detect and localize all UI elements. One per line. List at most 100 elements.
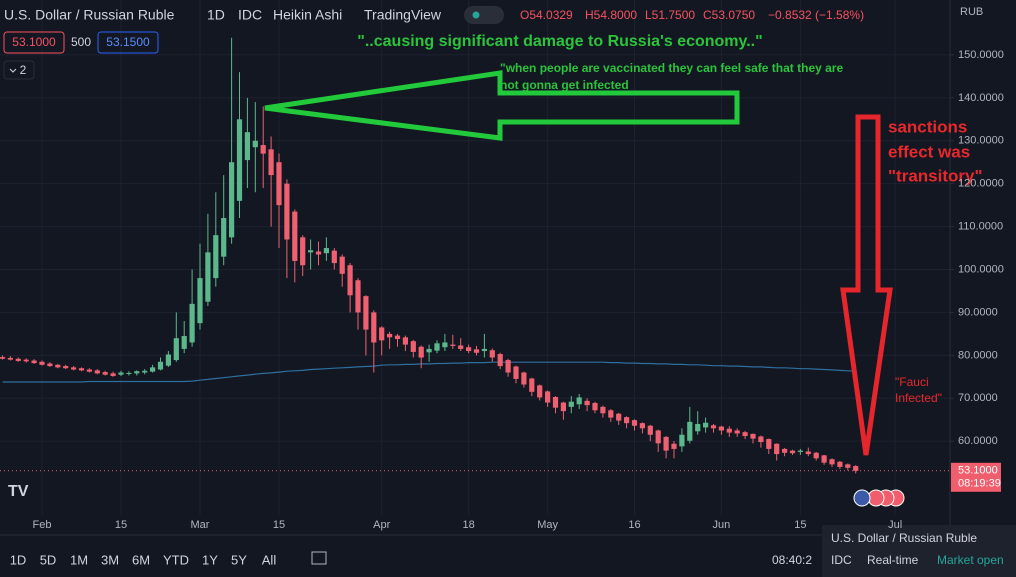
ohlc-open: O54.0329: [520, 8, 573, 22]
y-tick-label: 120.0000: [958, 178, 1004, 190]
interval: 1D: [207, 7, 225, 23]
sell-price: 53.1000: [12, 35, 56, 49]
candle-body: [710, 425, 717, 429]
candle-body: [126, 372, 132, 374]
candle-body: [252, 140, 258, 148]
range-button[interactable]: YTD: [163, 552, 189, 567]
candle-body: [47, 363, 53, 367]
candle-body: [86, 369, 92, 372]
candle-body: [481, 348, 487, 352]
candle-body: [442, 342, 448, 348]
tooltip-feed: Real-time: [867, 553, 919, 567]
candle-body: [221, 218, 227, 257]
candle-body: [521, 372, 527, 385]
candle-body: [695, 424, 701, 432]
countdown: 08:19:39: [958, 478, 1001, 490]
candle-body: [513, 366, 519, 379]
x-tick-label: 15: [794, 519, 806, 531]
candle-body: [276, 162, 282, 206]
candle-body: [679, 434, 685, 447]
candle-body: [23, 359, 29, 362]
logo: TV: [8, 483, 29, 500]
collapse-button[interactable]: [3, 60, 35, 80]
ohlc-close: C53.0750: [703, 8, 755, 22]
range-button[interactable]: 1Y: [202, 552, 218, 567]
candle-body: [15, 358, 21, 361]
candle-body: [797, 450, 803, 452]
green-arrow: [264, 70, 740, 141]
candle-body: [505, 360, 511, 373]
sell-button[interactable]: [3, 31, 65, 54]
candle-body: [584, 400, 590, 406]
candle-body: [758, 436, 764, 443]
candle-body: [829, 459, 835, 465]
range-button[interactable]: 1M: [70, 552, 88, 567]
candle-body: [687, 421, 693, 441]
platform: TradingView: [364, 7, 442, 23]
candle-body: [418, 346, 424, 358]
y-tick-label: 90.0000: [958, 306, 998, 318]
range-button[interactable]: 6M: [132, 552, 150, 567]
x-tick-label: 16: [628, 519, 640, 531]
candle-body: [608, 410, 614, 418]
candle-body: [355, 280, 361, 313]
candle-body: [39, 361, 45, 365]
candle-body: [31, 360, 37, 364]
range-button[interactable]: 1D: [10, 552, 27, 567]
sanctions-line: "transitory": [888, 166, 983, 185]
candle-body: [7, 357, 13, 360]
buy-price: 53.1500: [106, 35, 150, 49]
range-bar: 1D 5D 1M 3M 6M YTD 1Y 5Y All: [10, 552, 277, 567]
candle-body: [647, 425, 653, 435]
y-tick-label: 70.0000: [958, 392, 998, 404]
candle-body: [789, 450, 796, 454]
candle-body: [734, 430, 740, 434]
candle-body: [363, 296, 369, 330]
buy-button[interactable]: [97, 31, 159, 54]
fauci-line: Infected": [895, 391, 942, 405]
candle-body: [410, 341, 416, 352]
sanctions-line: effect was: [888, 142, 970, 161]
range-button[interactable]: 3M: [101, 552, 119, 567]
candle-body: [402, 337, 408, 345]
candle-body: [268, 149, 274, 176]
candle-body: [489, 350, 495, 358]
candle-body: [308, 250, 314, 253]
candle-body: [473, 349, 480, 353]
range-button[interactable]: All: [262, 552, 277, 567]
candle-body: [560, 402, 566, 412]
candle-body: [458, 345, 464, 349]
ohlc-change: −0.8532 (−1.58%): [768, 8, 864, 22]
sanctions-line: sanctions: [888, 117, 967, 136]
candle-body: [718, 426, 724, 431]
collapsed-count: 2: [20, 63, 27, 77]
range-button[interactable]: 5Y: [231, 552, 247, 567]
candle-body: [63, 366, 69, 369]
candle-body: [853, 466, 859, 471]
status-pill[interactable]: [464, 6, 504, 24]
candle-body: [260, 145, 266, 154]
compare-icon[interactable]: [311, 551, 327, 565]
x-tick-label: Jul: [888, 519, 902, 531]
range-button[interactable]: 5D: [40, 552, 57, 567]
candle-body: [205, 252, 211, 302]
y-tick-label: 140.0000: [958, 92, 1004, 104]
y-tick-label: 110.0000: [958, 221, 1003, 233]
candle-body: [229, 162, 235, 238]
candle-body: [157, 361, 164, 370]
last-price-label: 53.1000: [958, 465, 998, 477]
candle-body: [466, 347, 472, 352]
candle-body: [371, 312, 377, 343]
candle-body: [742, 432, 748, 437]
x-tick-label: Jun: [713, 519, 731, 531]
x-tick-label: 15: [115, 519, 127, 531]
red-arrow: [840, 114, 893, 456]
candle-body: [726, 428, 732, 433]
x-tick-label: Apr: [373, 519, 390, 531]
candle-body: [181, 336, 187, 349]
candle-body: [600, 406, 606, 414]
candle-body: [300, 237, 306, 266]
candle-body: [379, 327, 385, 341]
y-tick-label: 130.0000: [958, 135, 1004, 147]
